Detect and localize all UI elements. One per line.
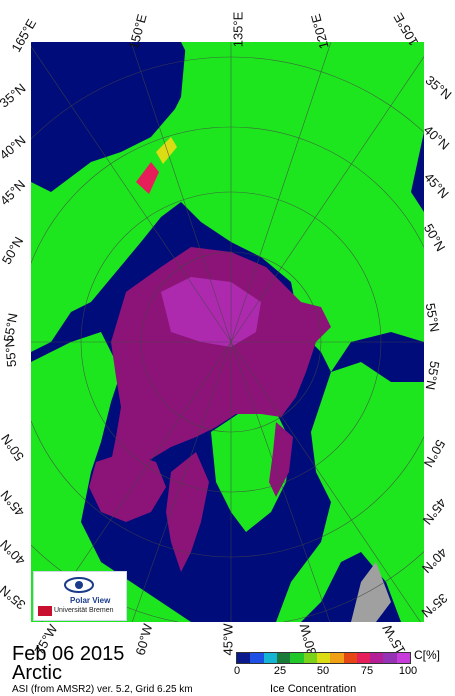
colorbar-segment xyxy=(290,653,303,663)
university-seal-icon xyxy=(38,606,52,616)
logo-name: Polar View xyxy=(70,596,110,605)
label-right-3: 45°N xyxy=(421,170,452,202)
colorbar-segment xyxy=(277,653,290,663)
label-right-2: 40°N xyxy=(421,122,453,153)
label-right-1: 35°N xyxy=(423,72,455,102)
colorbar-tick-0: 0 xyxy=(234,665,240,677)
colorbar-segment xyxy=(357,653,370,663)
product-info: ASI (from AMSR2) ver. 5.2, Grid 6.25 km xyxy=(12,684,193,695)
label-left-7: 50°N xyxy=(0,431,27,463)
label-left-9: 40°N xyxy=(0,537,28,568)
label-right-7: 50°N xyxy=(421,437,449,470)
colorbar-segment xyxy=(370,653,383,663)
ice-concentration-colorbar xyxy=(236,652,411,664)
label-left-8: 45°N xyxy=(0,488,28,520)
label-bottom-2: 60°W xyxy=(133,622,156,657)
label-left-10: 35°N xyxy=(0,582,28,612)
colorbar-tick-25: 25 xyxy=(274,665,286,677)
colorbar-segment xyxy=(344,653,357,663)
colorbar-tick-75: 75 xyxy=(361,665,373,677)
sea-ice-map-svg xyxy=(31,42,424,622)
colorbar-segment xyxy=(250,653,263,663)
colorbar-segment xyxy=(304,653,317,663)
colorbar-unit: C[%] xyxy=(414,648,440,662)
colorbar-segment xyxy=(237,653,250,663)
region-title: Arctic xyxy=(12,662,62,685)
label-bottom-3: 45°W xyxy=(220,624,235,656)
label-left-1: 35°N xyxy=(0,80,28,110)
label-right-4: 50°N xyxy=(421,221,449,254)
label-left-3: 45°N xyxy=(0,177,28,208)
label-right-5: 55°N xyxy=(423,302,443,333)
colorbar-tick-50: 50 xyxy=(317,665,329,677)
sea-ice-map xyxy=(31,42,424,622)
label-left-2: 40°N xyxy=(0,132,28,162)
logo-institution: Universität Bremen xyxy=(54,607,114,614)
label-top-3: 135°E xyxy=(230,12,245,48)
label-left-4: 50°N xyxy=(0,234,26,267)
colorbar-tick-100: 100 xyxy=(399,665,417,677)
eye-icon xyxy=(64,574,94,596)
colorbar-label: Ice Concentration xyxy=(270,683,356,695)
colorbar-segment xyxy=(397,653,410,663)
label-right-8: 45°N xyxy=(420,495,450,527)
label-right-6: 55°N xyxy=(423,360,443,391)
colorbar-segment xyxy=(317,653,330,663)
colorbar-segment xyxy=(330,653,343,663)
polar-view-logo: Polar View Universität Bremen xyxy=(33,571,127,621)
label-left-6: 55°N xyxy=(2,337,19,367)
colorbar-segment xyxy=(264,653,277,663)
colorbar-segment xyxy=(383,653,396,663)
